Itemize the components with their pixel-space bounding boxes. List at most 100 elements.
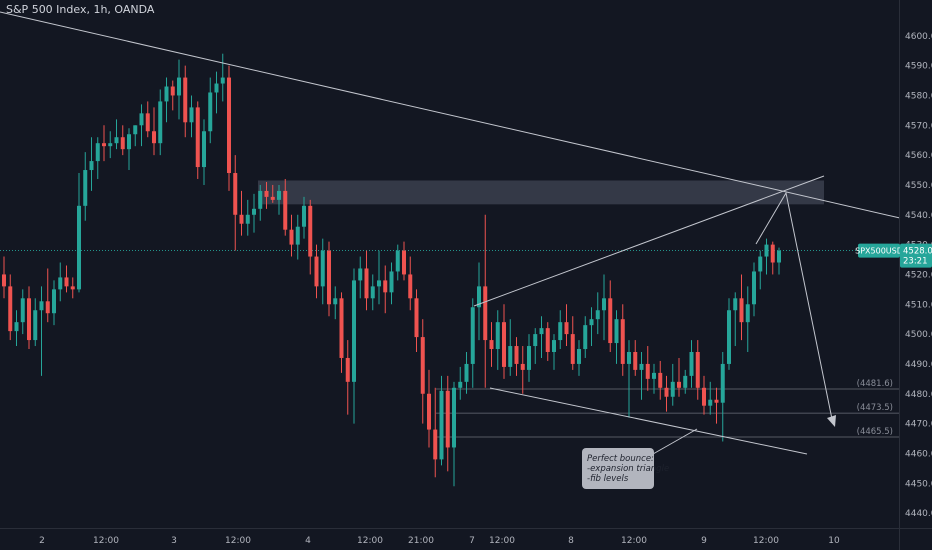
candle-body (433, 429, 438, 460)
candle-body (439, 390, 444, 460)
candle-body (545, 328, 550, 352)
candle-body (208, 92, 213, 132)
candle-body (27, 298, 31, 341)
price-tick-label: 4590.0 (905, 62, 932, 72)
candle-body (402, 250, 406, 275)
candle-body (664, 387, 669, 397)
candle-body (295, 226, 300, 245)
candle-body (289, 229, 294, 245)
candle-body (739, 298, 744, 323)
fib-level-label: (4481.6) (857, 379, 893, 389)
candle-body (370, 286, 375, 299)
candle-body (589, 319, 594, 326)
candle-body (608, 298, 613, 344)
candle-body (552, 340, 556, 352)
candle-body (358, 268, 363, 281)
candle-body (408, 274, 413, 299)
price-tick-label: 4490.0 (905, 360, 932, 370)
candle-body (708, 399, 713, 406)
symbol-title[interactable]: S&P 500 Index, 1h, OANDA (6, 3, 155, 16)
candle-body (508, 346, 513, 367)
candle-body (95, 143, 100, 162)
resistance-zone (258, 180, 824, 205)
candle-body (633, 352, 638, 370)
candle-body (595, 310, 600, 320)
candle-body (214, 83, 219, 93)
candle-body (264, 190, 269, 197)
candle-body (745, 304, 750, 323)
time-tick-label: 12:00 (621, 536, 647, 546)
candle-body (277, 190, 281, 200)
candle-body (64, 277, 69, 287)
resistance-zone-layer (258, 180, 824, 205)
candle-body (283, 190, 288, 230)
annotation-callout[interactable]: Perfect bounce:-expansion triangle-fib l… (582, 448, 669, 489)
time-axis[interactable]: 2 12:00 3 12:00 4 12:00 21:00 7 12:00 8 12:00 9 12:0… (39, 536, 840, 546)
candle-body (533, 334, 538, 347)
time-tick-label: 12:00 (357, 536, 383, 546)
candle-body (70, 286, 75, 290)
candle-body (577, 349, 581, 364)
candle-body (233, 173, 238, 215)
candle-body (127, 134, 131, 150)
candle-body (220, 77, 225, 84)
price-tick-label: 4500.0 (905, 330, 932, 340)
candle-body (52, 289, 56, 314)
candle-body (427, 393, 431, 430)
candle-body (2, 274, 6, 287)
candle-body (714, 399, 719, 403)
descending-trendline (0, 11, 901, 219)
candle-body (20, 298, 25, 323)
candle-body (345, 357, 350, 382)
candle-body (627, 352, 631, 364)
candle-body (658, 372, 663, 388)
candle-body (520, 363, 525, 370)
candle-body (158, 101, 163, 144)
candle-body (114, 137, 119, 144)
candle-body (302, 205, 306, 227)
candle-body (83, 170, 88, 206)
candle-body (764, 244, 769, 257)
price-tag-box (900, 243, 932, 268)
candle-body (777, 250, 781, 263)
time-tick-label: 10 (828, 536, 840, 546)
candle-body (39, 301, 44, 311)
candle-body (139, 113, 144, 126)
candle-body (452, 387, 456, 448)
fib-levels-layer: (4481.6) (4473.5) (4465.5) (0, 250, 900, 438)
candle-body (339, 298, 344, 358)
candle-body (639, 363, 644, 370)
candle-body (314, 256, 319, 287)
candle-body (320, 250, 325, 287)
price-tag-value: 4528.0 (903, 247, 932, 257)
callout-text-line: Perfect bounce: (587, 454, 654, 464)
candle-body (514, 346, 519, 364)
candle-body (258, 190, 263, 209)
candle-body (133, 125, 138, 135)
projection-arrow-head (827, 415, 836, 427)
candle-body (352, 280, 356, 382)
callout-text-line: -expansion triangle (587, 464, 669, 474)
callout-pointer (652, 428, 698, 455)
price-tick-label: 4480.0 (905, 390, 932, 400)
candle-body (620, 319, 625, 364)
candle-body (677, 381, 681, 388)
price-tick-label: 4440.0 (905, 509, 932, 519)
time-tick-label: 7 (469, 536, 475, 546)
candle-body (583, 325, 588, 350)
symbol-tag-text: SPX500USD (855, 247, 903, 256)
time-tick-label: 3 (171, 536, 177, 546)
candle-body (102, 143, 106, 147)
time-tick-label: 2 (39, 536, 45, 546)
candle-body (670, 381, 675, 397)
fib-level-label: (4473.5) (857, 403, 893, 413)
candle-body (570, 334, 575, 364)
price-tick-label: 4600.0 (905, 32, 932, 42)
candle-body (758, 256, 763, 272)
candle-body (252, 208, 256, 215)
candle-body (458, 381, 463, 388)
price-tick-label: 4470.0 (905, 420, 932, 430)
candle-body (239, 214, 244, 224)
